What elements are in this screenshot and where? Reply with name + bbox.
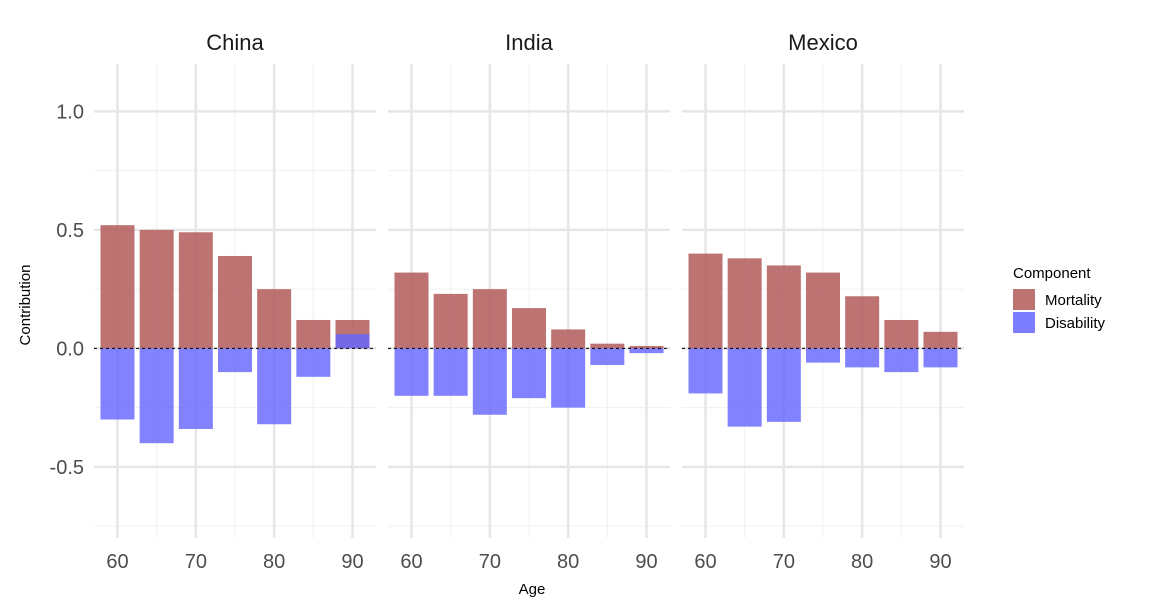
mortality-bar	[139, 229, 174, 349]
x-tick-label: 90	[341, 551, 363, 573]
legend-label-disability: Disability	[1045, 315, 1106, 332]
x-tick-label: 70	[479, 551, 501, 573]
disability-bar	[433, 348, 468, 396]
x-tick-label: 60	[400, 551, 422, 573]
y-tick-label: 1.0	[56, 101, 84, 123]
disability-bar	[923, 348, 958, 368]
mortality-bar	[296, 319, 331, 349]
legend-entries: Mortality Disability	[1013, 289, 1106, 333]
x-tick-label: 80	[263, 551, 285, 573]
mortality-bar	[472, 289, 507, 349]
disability-bar	[512, 348, 546, 399]
x-tick-label: 60	[106, 551, 128, 573]
x-tick-label: 60	[694, 551, 716, 573]
disability-bar	[727, 348, 762, 427]
disability-bar	[766, 348, 801, 422]
legend-label-mortality: Mortality	[1045, 292, 1102, 309]
mortality-bar	[512, 308, 546, 349]
legend-swatch-mortality	[1013, 289, 1035, 310]
x-tick-label: 90	[635, 551, 657, 573]
x-axis-title: Age	[519, 581, 546, 598]
x-tick-label: 90	[929, 551, 951, 573]
mortality-bar	[218, 255, 252, 349]
mortality-bar	[394, 272, 429, 349]
disability-bar	[884, 348, 919, 373]
disability-bar	[139, 348, 174, 444]
mortality-bar	[100, 225, 135, 349]
facet-panel-china: China 60 70 80 90	[94, 30, 376, 573]
y-axis-title: Contribution	[17, 265, 34, 346]
mortality-bar	[884, 319, 919, 349]
mortality-bar	[688, 253, 723, 349]
facet-panels: China 60 70 80 90 India 60 70 80 90 Mexico 60 70 80 90…	[50, 30, 964, 573]
mortality-bar	[845, 296, 880, 349]
mortality-bar	[257, 289, 292, 349]
disability-bar	[551, 348, 586, 408]
disability-bar	[590, 348, 625, 365]
x-tick-label: 80	[557, 551, 579, 573]
disability-bar	[629, 348, 664, 354]
mortality-bar	[590, 343, 625, 349]
mortality-bar	[806, 272, 840, 349]
disability-bar	[296, 348, 331, 377]
mortality-bar	[923, 331, 958, 349]
facet-title: China	[206, 30, 264, 55]
disability-bar	[335, 334, 370, 349]
disability-bar	[257, 348, 292, 425]
disability-bar	[845, 348, 880, 368]
mortality-bar	[766, 265, 801, 349]
y-tick-label: 0.0	[56, 338, 84, 360]
legend: Component Mortality Disability	[1013, 265, 1106, 333]
mortality-bar	[629, 346, 664, 349]
mortality-bar	[433, 293, 468, 349]
legend-title: Component	[1013, 265, 1091, 282]
legend-swatch-disability	[1013, 312, 1035, 333]
disability-bar	[178, 348, 213, 429]
facet-panel-india: India 60 70 80 90	[388, 30, 670, 573]
disability-bar	[472, 348, 507, 415]
x-tick-label: 70	[773, 551, 795, 573]
x-tick-label: 80	[851, 551, 873, 573]
disability-bar	[100, 348, 135, 420]
disability-bar	[806, 348, 840, 363]
disability-bar	[394, 348, 429, 396]
y-tick-label: -0.5	[50, 457, 84, 479]
facet-panel-mexico: Mexico 60 70 80 90	[682, 30, 964, 573]
mortality-bar	[178, 232, 213, 349]
disability-bar	[218, 348, 252, 373]
mortality-bar	[727, 258, 762, 349]
x-tick-label: 70	[185, 551, 207, 573]
y-tick-label: 0.5	[56, 220, 84, 242]
facet-title: India	[505, 30, 553, 55]
mortality-bar	[551, 329, 586, 349]
disability-bar	[688, 348, 723, 394]
facet-title: Mexico	[788, 30, 858, 55]
